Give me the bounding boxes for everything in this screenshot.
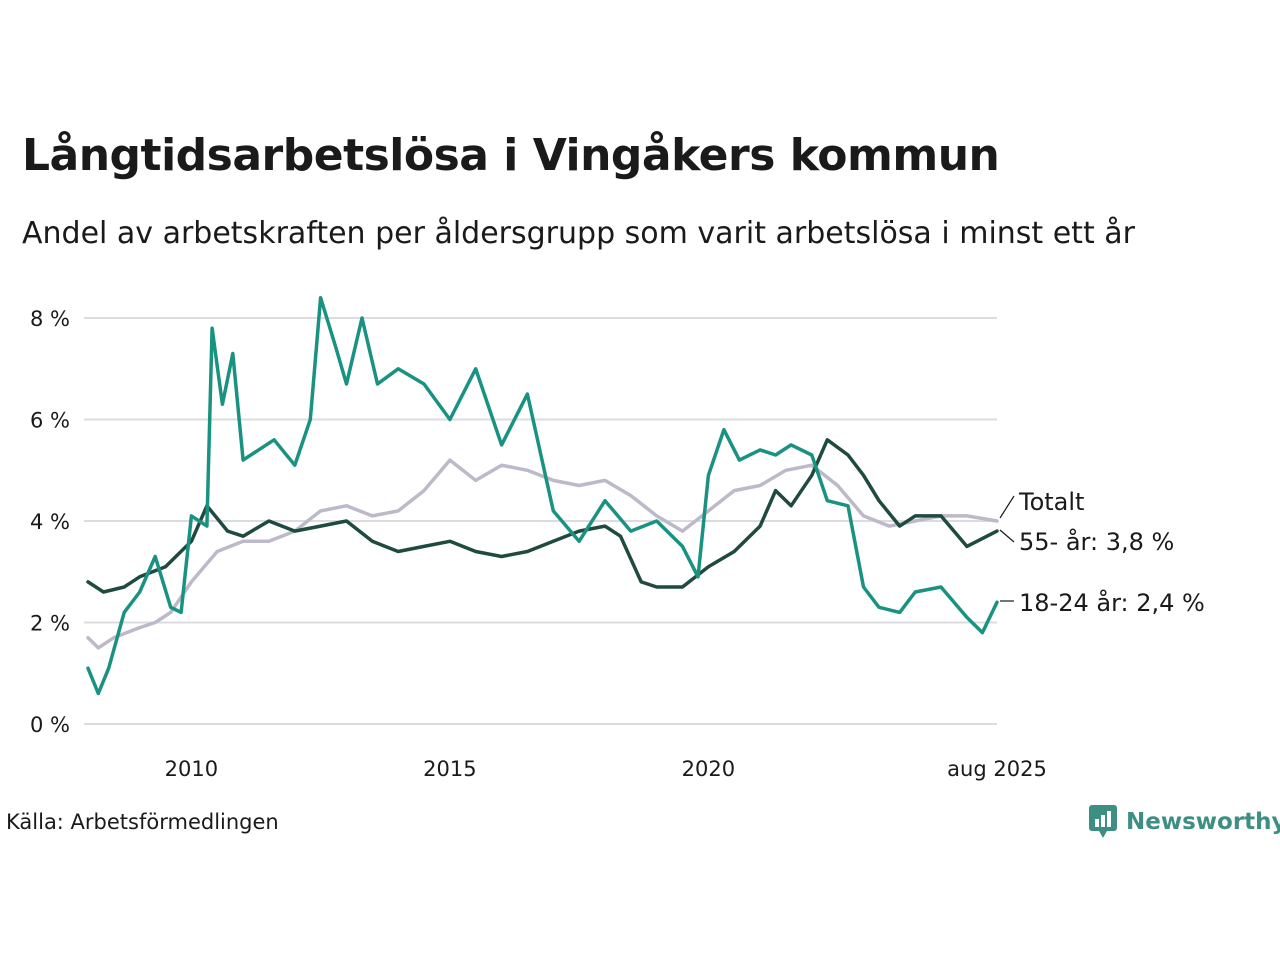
newsworthy-logo-icon (1089, 805, 1117, 838)
series-line-2 (86, 295, 999, 696)
source-note: Källa: Arbetsförmedlingen (6, 810, 279, 834)
y-axis-ticks: 0 % 2 % 4 % 6 % 8 % (30, 307, 70, 737)
x-tick-label: 2015 (423, 757, 476, 781)
y-tick-label: 0 % (30, 713, 70, 737)
x-tick-label: 2020 (682, 757, 735, 781)
brand-name: Newsworthy (1126, 809, 1280, 835)
end-label-leader-1 (999, 529, 1015, 543)
y-tick-label: 2 % (30, 612, 70, 636)
chart-subtitle: Andel av arbetskraften per åldersgrupp s… (22, 216, 1135, 251)
x-tick-label: 2010 (165, 757, 218, 781)
series-end-label-2: 18-24 år: 2,4 % (1019, 588, 1205, 617)
chart-title: Långtidsarbetslösa i Vingåkers kommun (22, 130, 1000, 181)
series-end-label-0: Totalt (1018, 488, 1084, 516)
y-tick-label: 8 % (30, 307, 70, 331)
gridlines (84, 317, 997, 725)
newsworthy-logo: Newsworthy (1088, 804, 1280, 840)
x-axis-ticks: 2010 2015 2020 aug 2025 (165, 757, 1047, 781)
end-label-leader-0 (999, 495, 1015, 519)
series-line-0 (86, 458, 999, 650)
y-tick-label: 6 % (30, 409, 70, 433)
series-end-label-1: 55- år: 3,8 % (1019, 527, 1174, 556)
series-lines (86, 295, 999, 696)
x-tick-label: aug 2025 (947, 757, 1047, 781)
series-line-1 (86, 438, 999, 594)
series-end-labels: Totalt 55- år: 3,8 % 18-24 år: 2,4 % (999, 488, 1205, 617)
y-tick-label: 4 % (30, 510, 70, 534)
